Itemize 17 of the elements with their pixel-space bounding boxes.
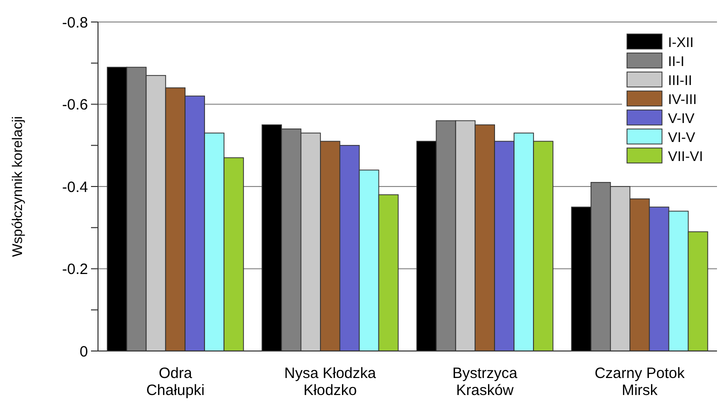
y-axis-title: Współczynnik korelacji [9, 116, 25, 257]
x-tick-label: Czarny Potok Mirsk [594, 365, 686, 399]
x-tick-label: Bystrzyca Krasków [452, 365, 518, 399]
y-tick-label: 0 [80, 343, 88, 360]
legend-label: III-II [668, 72, 692, 88]
x-tick-label: Nysa Kłodzka Kłodzko [284, 365, 377, 399]
legend-label: VI-V [668, 128, 696, 145]
x-tick-label: Odra Chałupki [146, 365, 205, 399]
legend-label: II-I [668, 52, 684, 69]
legend-label: V-IV [668, 110, 696, 126]
y-tick-label: -0.2 [62, 261, 88, 278]
legend-label: IV-III [668, 90, 697, 107]
y-tick-label: -0.6 [62, 96, 88, 114]
y-tick-label: -0.4 [62, 178, 88, 196]
y-tick-label: -0.8 [62, 14, 88, 32]
legend-label: I-XII [668, 34, 694, 50]
legend-label: VII-VI [668, 148, 704, 164]
